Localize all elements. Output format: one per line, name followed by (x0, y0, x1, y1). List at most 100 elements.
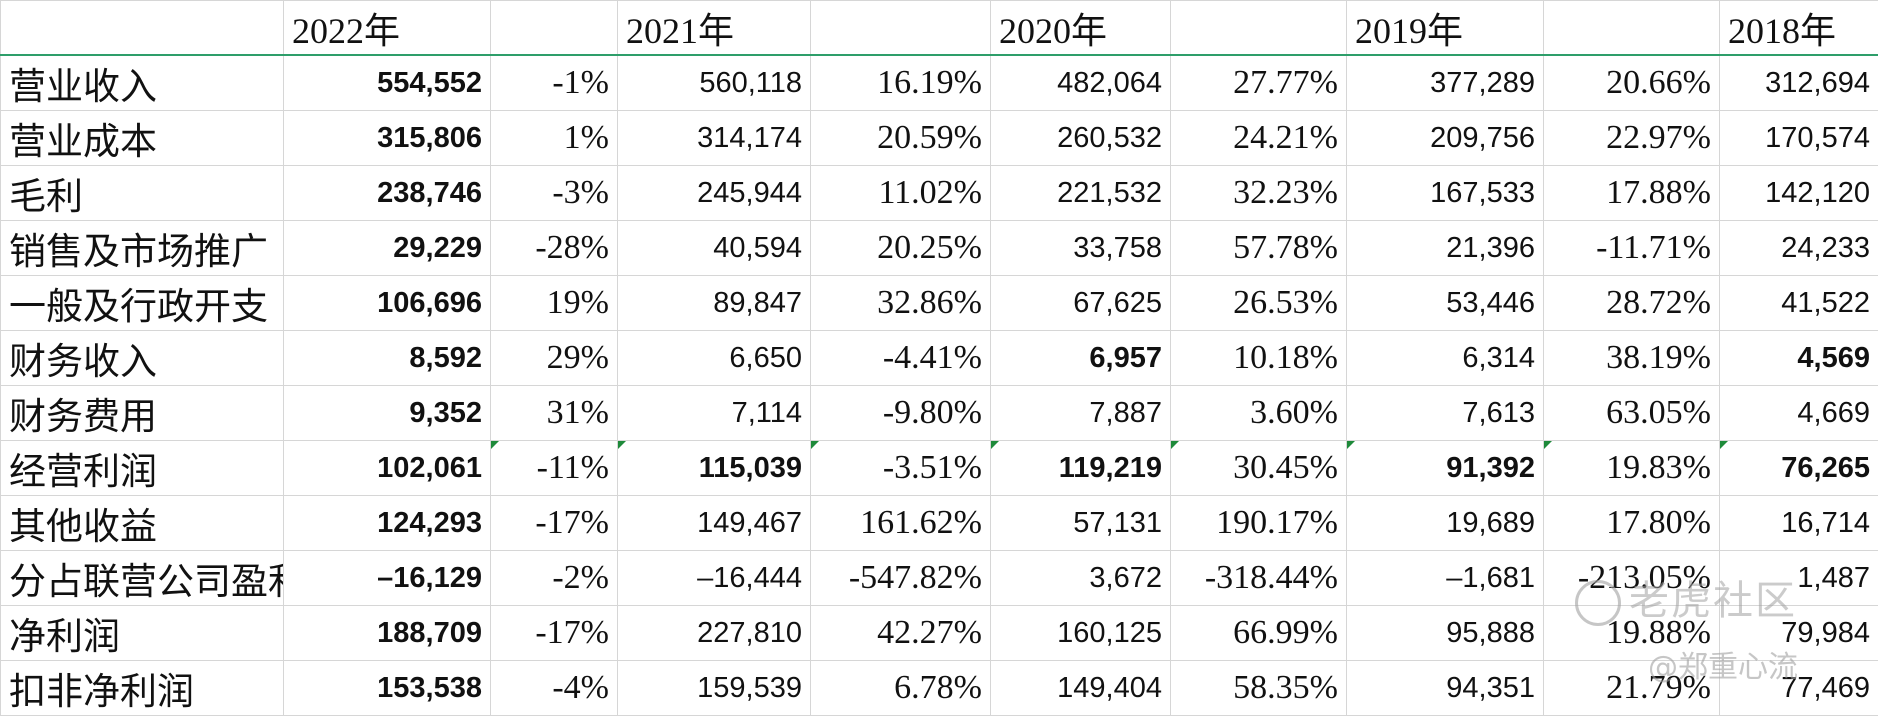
growth-cell[interactable]: 42.27% (811, 606, 991, 661)
value-cell[interactable]: 312,694 (1720, 55, 1878, 111)
value-cell[interactable]: 6,314 (1347, 331, 1544, 386)
value-cell[interactable]: 53,446 (1347, 276, 1544, 331)
growth-cell[interactable]: 26.53% (1171, 276, 1347, 331)
value-cell[interactable]: 91,392 (1347, 441, 1544, 496)
value-cell[interactable]: 6,957 (991, 331, 1171, 386)
value-cell[interactable]: 4,669 (1720, 386, 1878, 441)
value-cell[interactable]: –1,681 (1347, 551, 1544, 606)
growth-cell[interactable]: 38.19% (1544, 331, 1720, 386)
value-cell[interactable]: 238,746 (284, 166, 491, 221)
growth-cell[interactable]: 28.72% (1544, 276, 1720, 331)
value-cell[interactable]: 89,847 (618, 276, 811, 331)
growth-cell[interactable]: 16.19% (811, 55, 991, 111)
value-cell[interactable]: 167,533 (1347, 166, 1544, 221)
value-cell[interactable]: 115,039 (618, 441, 811, 496)
header-cell[interactable] (1171, 1, 1347, 56)
growth-cell[interactable]: 57.78% (1171, 221, 1347, 276)
growth-cell[interactable]: 22.97% (1544, 111, 1720, 166)
value-cell[interactable]: 40,594 (618, 221, 811, 276)
value-cell[interactable]: 153,538 (284, 661, 491, 716)
header-cell[interactable]: 2020年 (991, 1, 1171, 56)
value-cell[interactable]: 6,650 (618, 331, 811, 386)
growth-cell[interactable]: -17% (491, 496, 618, 551)
value-cell[interactable]: 149,404 (991, 661, 1171, 716)
growth-cell[interactable]: 30.45% (1171, 441, 1347, 496)
value-cell[interactable]: 33,758 (991, 221, 1171, 276)
growth-cell[interactable]: -3.51% (811, 441, 991, 496)
row-label-cell[interactable]: 一般及行政开支 (1, 276, 284, 331)
growth-cell[interactable]: 6.78% (811, 661, 991, 716)
value-cell[interactable]: 95,888 (1347, 606, 1544, 661)
growth-cell[interactable]: -17% (491, 606, 618, 661)
growth-cell[interactable]: -11% (491, 441, 618, 496)
value-cell[interactable]: 377,289 (1347, 55, 1544, 111)
header-cell[interactable]: 2022年 (284, 1, 491, 56)
growth-cell[interactable]: 11.02% (811, 166, 991, 221)
growth-cell[interactable]: 19% (491, 276, 618, 331)
row-label-cell[interactable]: 财务费用 (1, 386, 284, 441)
value-cell[interactable]: 260,532 (991, 111, 1171, 166)
growth-cell[interactable]: 3.60% (1171, 386, 1347, 441)
row-label-cell[interactable]: 毛利 (1, 166, 284, 221)
growth-cell[interactable]: 58.35% (1171, 661, 1347, 716)
growth-cell[interactable]: -3% (491, 166, 618, 221)
value-cell[interactable]: –16,129 (284, 551, 491, 606)
growth-cell[interactable]: 27.77% (1171, 55, 1347, 111)
header-cell[interactable]: 2019年 (1347, 1, 1544, 56)
growth-cell[interactable]: 20.25% (811, 221, 991, 276)
growth-cell[interactable]: -2% (491, 551, 618, 606)
value-cell[interactable]: 124,293 (284, 496, 491, 551)
value-cell[interactable]: 67,625 (991, 276, 1171, 331)
value-cell[interactable]: 94,351 (1347, 661, 1544, 716)
growth-cell[interactable]: 31% (491, 386, 618, 441)
value-cell[interactable]: 41,522 (1720, 276, 1878, 331)
growth-cell[interactable]: 66.99% (1171, 606, 1347, 661)
value-cell[interactable]: 170,574 (1720, 111, 1878, 166)
growth-cell[interactable]: 17.80% (1544, 496, 1720, 551)
row-label-cell[interactable]: 销售及市场推广 (1, 221, 284, 276)
growth-cell[interactable]: 10.18% (1171, 331, 1347, 386)
value-cell[interactable]: 7,114 (618, 386, 811, 441)
value-cell[interactable]: 29,229 (284, 221, 491, 276)
value-cell[interactable]: 159,539 (618, 661, 811, 716)
growth-cell[interactable]: 190.17% (1171, 496, 1347, 551)
row-label-cell[interactable]: 营业成本 (1, 111, 284, 166)
value-cell[interactable]: 21,396 (1347, 221, 1544, 276)
growth-cell[interactable]: 63.05% (1544, 386, 1720, 441)
value-cell[interactable]: 3,672 (991, 551, 1171, 606)
row-label-cell[interactable]: 其他收益 (1, 496, 284, 551)
row-label-cell[interactable]: 营业收入 (1, 55, 284, 111)
growth-cell[interactable]: -28% (491, 221, 618, 276)
row-label-cell[interactable]: 财务收入 (1, 331, 284, 386)
growth-cell[interactable]: 20.59% (811, 111, 991, 166)
header-cell[interactable] (491, 1, 618, 56)
row-label-cell[interactable]: 分占联营公司盈利 (1, 551, 284, 606)
value-cell[interactable]: 554,552 (284, 55, 491, 111)
value-cell[interactable]: 560,118 (618, 55, 811, 111)
value-cell[interactable]: 314,174 (618, 111, 811, 166)
value-cell[interactable]: 9,352 (284, 386, 491, 441)
row-label-cell[interactable]: 扣非净利润 (1, 661, 284, 716)
value-cell[interactable]: 102,061 (284, 441, 491, 496)
value-cell[interactable]: 227,810 (618, 606, 811, 661)
value-cell[interactable]: –16,444 (618, 551, 811, 606)
growth-cell[interactable]: -318.44% (1171, 551, 1347, 606)
value-cell[interactable]: 4,569 (1720, 331, 1878, 386)
header-cell[interactable]: 2021年 (618, 1, 811, 56)
value-cell[interactable]: 209,756 (1347, 111, 1544, 166)
header-cell[interactable] (1544, 1, 1720, 56)
growth-cell[interactable]: 17.88% (1544, 166, 1720, 221)
growth-cell[interactable]: 24.21% (1171, 111, 1347, 166)
growth-cell[interactable]: -1% (491, 55, 618, 111)
row-label-cell[interactable]: 净利润 (1, 606, 284, 661)
growth-cell[interactable]: 32.23% (1171, 166, 1347, 221)
growth-cell[interactable]: -11.71% (1544, 221, 1720, 276)
growth-cell[interactable]: -547.82% (811, 551, 991, 606)
value-cell[interactable]: 24,233 (1720, 221, 1878, 276)
growth-cell[interactable]: -4.41% (811, 331, 991, 386)
growth-cell[interactable]: 1% (491, 111, 618, 166)
growth-cell[interactable]: 161.62% (811, 496, 991, 551)
header-cell[interactable]: 2018年 (1720, 1, 1878, 56)
growth-cell[interactable]: 20.66% (1544, 55, 1720, 111)
value-cell[interactable]: 8,592 (284, 331, 491, 386)
